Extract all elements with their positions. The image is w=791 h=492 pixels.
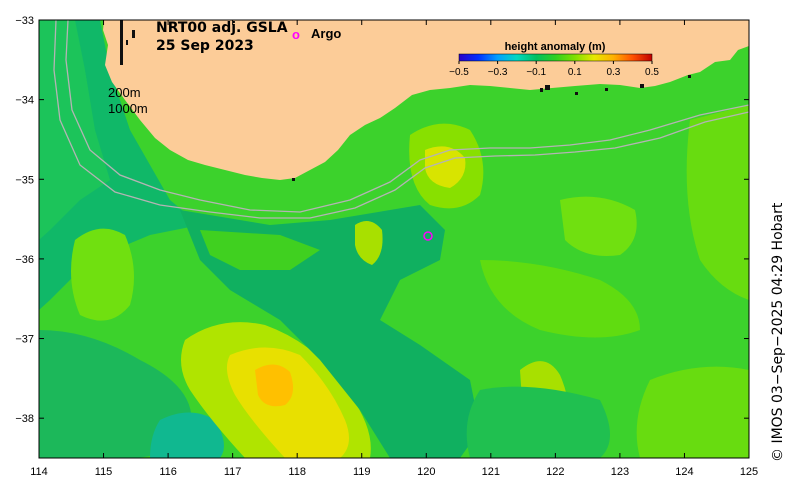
- anomaly-blob-mid-light: [200, 230, 320, 270]
- y-axis-ticks: −33 −34 −35 −36 −37 −38: [15, 15, 749, 425]
- anomaly-blob-east-light: [560, 196, 637, 256]
- isobath-1000m: [53, 20, 749, 219]
- argo-legend-symbol: o: [292, 27, 300, 42]
- coastline-islands: [120, 20, 691, 181]
- plot-area: [39, 20, 749, 458]
- map-title-date: 25 Sep 2023: [156, 38, 254, 54]
- argo-legend-label: Argo: [311, 26, 341, 41]
- x-tick-label: 119: [353, 466, 371, 478]
- colorbar-title: height anomaly (m): [505, 41, 606, 53]
- anomaly-blob-southeast-corner: [636, 366, 749, 458]
- plot-frame: [38, 19, 750, 459]
- colorbar-ticks: −0.5 −0.3 −0.1 0.1 0.3 0.5: [449, 61, 659, 78]
- x-tick-label: 125: [740, 466, 758, 478]
- x-tick-label: 116: [159, 466, 177, 478]
- isobath-label-200m: 200m: [108, 85, 141, 100]
- anomaly-blob-southwest-dark: [39, 330, 192, 458]
- map-title-product: NRT00 adj. GSLA: [156, 20, 288, 36]
- anomaly-blob-west-offshore: [71, 228, 134, 321]
- x-tick-label: 114: [30, 466, 48, 478]
- isobaths: [53, 20, 749, 219]
- y-tick-label: −36: [15, 254, 34, 266]
- x-tick-label: 115: [95, 466, 113, 478]
- x-axis-ticks: 114 115 116 117 118 119 120 121 122 123 124 125: [30, 20, 758, 478]
- anomaly-blob-far-east-light: [686, 105, 749, 300]
- y-tick-label: −33: [15, 15, 34, 27]
- anomaly-blob-eddy-yellow: [425, 146, 466, 188]
- x-tick-label: 120: [417, 466, 435, 478]
- isobath-200m: [65, 20, 749, 213]
- y-tick-label: −37: [15, 334, 34, 346]
- colorbar-tick-label: 0.5: [645, 67, 659, 78]
- x-tick-label: 122: [546, 466, 564, 478]
- colorbar-bar: [458, 53, 653, 62]
- anomaly-blob-south-orange: [255, 364, 294, 407]
- argo-float: [423, 231, 433, 241]
- x-tick-label: 118: [288, 466, 306, 478]
- isobath-label-1000m: 1000m: [108, 101, 148, 116]
- x-tick-label: 123: [611, 466, 629, 478]
- x-tick-label: 121: [482, 466, 500, 478]
- colorbar-tick-label: 0.1: [568, 67, 582, 78]
- anomaly-blob-center-south-dark: [466, 386, 610, 458]
- y-tick-label: −34: [15, 95, 34, 107]
- y-tick-label: −38: [15, 413, 34, 425]
- anomaly-blob-southwest-cyan: [150, 412, 224, 458]
- colorbar-tick-label: −0.3: [488, 67, 508, 78]
- colorbar-tick-label: −0.5: [449, 67, 469, 78]
- y-tick-label: −35: [15, 174, 34, 186]
- anomaly-blob-west-coast-light: [39, 20, 110, 240]
- anomaly-field: [39, 20, 749, 458]
- x-tick-label: 124: [675, 466, 693, 478]
- argo-floats: [423, 231, 433, 241]
- colorbar-tick-label: −0.1: [526, 67, 546, 78]
- anomaly-blob-east-band: [480, 260, 640, 338]
- credit-text: © IMOS 03−Sep−2025 04:29 Hobart: [770, 202, 786, 462]
- anomaly-blob-center-yellow-small: [355, 221, 383, 265]
- x-tick-label: 117: [224, 466, 242, 478]
- colorbar-tick-label: 0.3: [606, 67, 620, 78]
- colorbar: height anomaly (m) −0.5 −0.3 −0.1 0.1 0.3 0.5: [449, 41, 659, 78]
